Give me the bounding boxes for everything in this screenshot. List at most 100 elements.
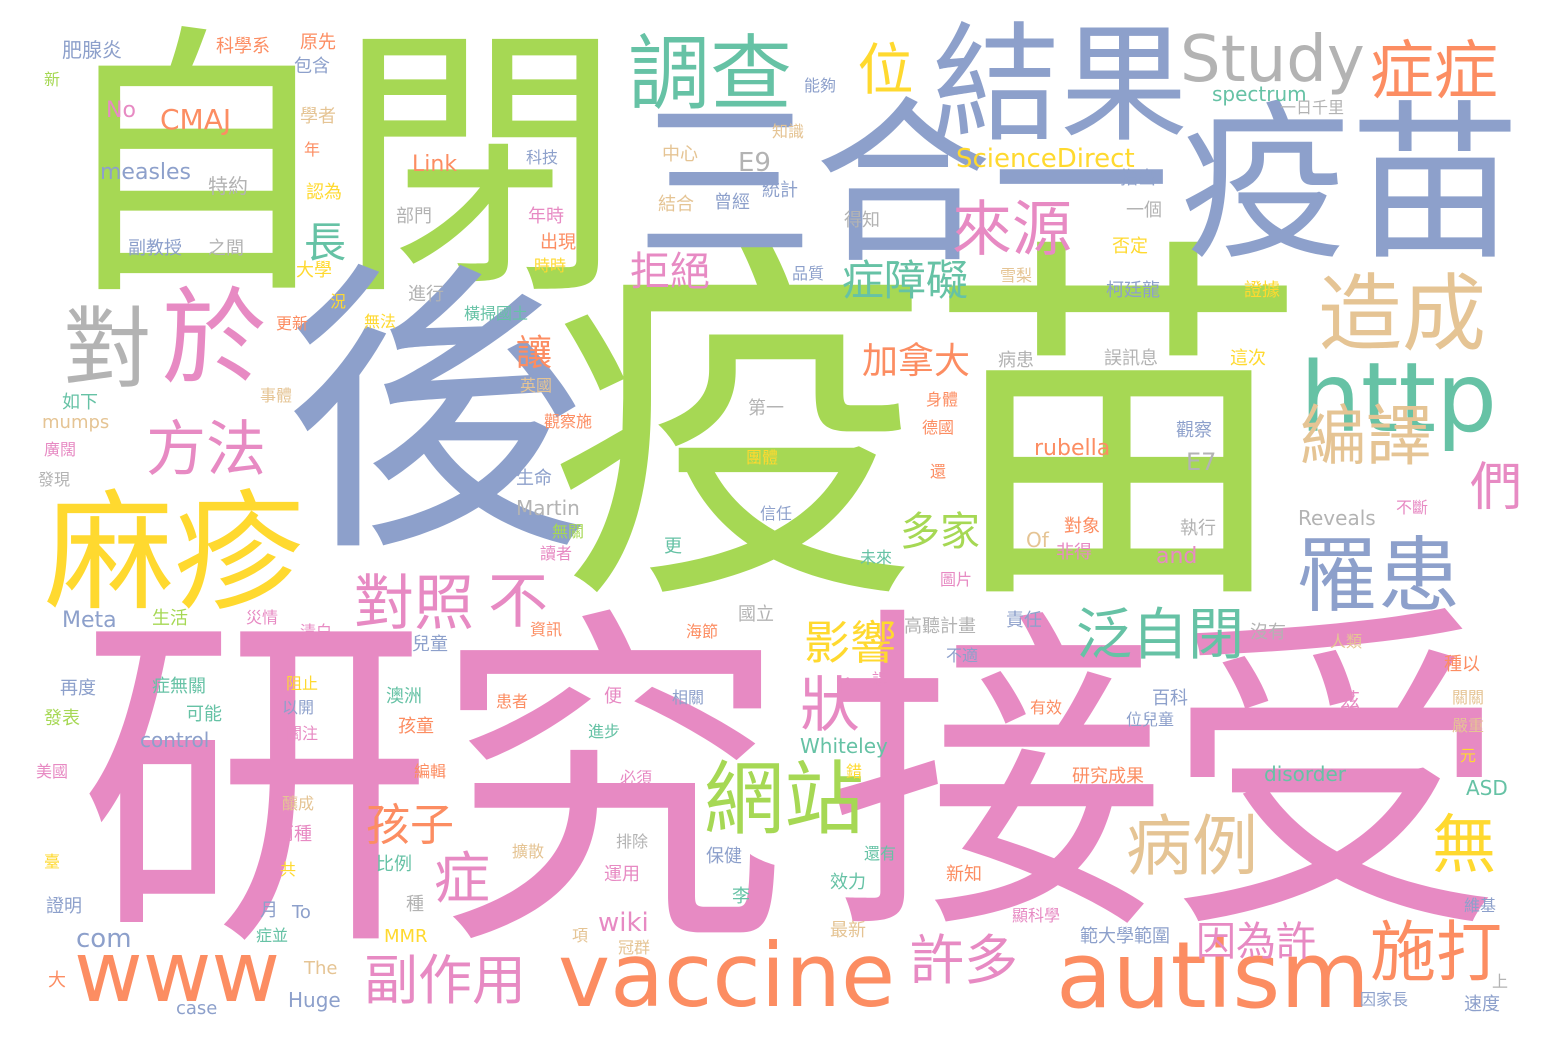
word-receive: 接受: [826, 580, 1506, 976]
word-e9: E9: [738, 148, 771, 178]
word-small-88: 關關: [1452, 688, 1485, 707]
word-small-36: 更新: [276, 314, 309, 333]
word-small-64: 生活: [152, 608, 188, 629]
word-small-91: 孩童: [398, 716, 434, 737]
word-small-60: 更: [664, 536, 682, 557]
word-symptom: 症: [434, 847, 490, 912]
word-shape: 狀: [800, 671, 860, 741]
word-small-1: 肥腺炎: [62, 38, 122, 62]
word-rubella: rubella: [1034, 436, 1111, 461]
word-small-110: 比例: [376, 854, 412, 875]
word-small-103: 釀成: [282, 794, 315, 813]
word-small-113: 新知: [946, 864, 982, 885]
word-vaccine-zh-blue: 疫苗: [1180, 86, 1521, 284]
word-side-effect: 副作用: [364, 949, 526, 1012]
word-inject: 施打: [1370, 914, 1502, 991]
word-com: com: [76, 924, 132, 954]
word-small-86: 百科: [1152, 688, 1188, 709]
word-small-121: 顯科學: [1012, 906, 1061, 925]
word-small-44: 第一: [748, 398, 784, 419]
word-small-117: 李: [732, 886, 750, 907]
word-small-9: 年: [304, 140, 321, 159]
word-small-17: 曾經: [714, 192, 750, 213]
word-small-108: 保健: [706, 846, 742, 867]
word-small-68: 海節: [686, 622, 719, 641]
word-small-34: 進行: [408, 284, 444, 305]
word-small-41: 英國: [520, 376, 553, 395]
word-small-95: 關注: [286, 724, 319, 743]
word-small-106: 還有: [864, 844, 897, 863]
word-small-23: 部門: [396, 206, 432, 227]
word-cases: 病例: [1126, 808, 1258, 885]
word-survey: 調查: [628, 27, 793, 122]
word-cause: 造成: [1318, 265, 1487, 363]
word-small-6: 一日千里: [1280, 98, 1345, 117]
word-small-19: 指出: [1120, 168, 1156, 189]
word-http: http: [1300, 342, 1498, 454]
word-whiteley: Whiteley: [800, 734, 888, 758]
word-small-46: 德國: [922, 418, 955, 437]
word-method: 方法: [146, 415, 266, 485]
word-small-30: 雪梨: [1000, 266, 1033, 285]
word-case: case: [176, 998, 218, 1019]
word-study: Study: [1180, 23, 1365, 97]
word-measles-en: measles: [100, 160, 192, 185]
word-small-43: 如下: [62, 392, 98, 413]
word-autism-en: autism: [1056, 922, 1370, 1029]
word-small-72: 兒童: [412, 634, 448, 655]
word-small-37: 無法: [364, 312, 397, 331]
word-small-10: 知識: [772, 122, 805, 141]
word-plural: 們: [1470, 458, 1523, 518]
word-small-48: 觀察: [1176, 420, 1212, 441]
word-small-109: 臺: [44, 852, 61, 871]
word-after: 後: [284, 237, 589, 592]
word-small-33: 況: [330, 292, 347, 311]
word-small-122: 症並: [256, 926, 289, 945]
word-source: 來源: [952, 195, 1072, 265]
word-small-90: 可能: [186, 704, 222, 725]
word-small-52: 發現: [38, 470, 71, 489]
word-meta: Meta: [62, 608, 117, 633]
word-small-57: 對象: [1064, 516, 1100, 537]
word-let: 讓: [516, 333, 553, 374]
word-small-59: 讀者: [540, 544, 573, 563]
word-small-85: 誤: [872, 670, 889, 689]
word-small-120: 最新: [830, 920, 866, 941]
word-small-11: 中心: [662, 144, 698, 165]
word-canada: 加拿大: [862, 341, 971, 382]
word-small-54: 信任: [760, 504, 793, 523]
word-www: www: [74, 923, 281, 1021]
word-small-66: 清白: [300, 622, 333, 641]
word-cmaj: CMAJ: [160, 103, 232, 136]
word-none: 無: [1432, 809, 1496, 883]
word-small-114: 效力: [830, 872, 866, 893]
word-the: The: [304, 958, 338, 979]
word-autism-zh: 自閉: [52, 2, 622, 334]
word-wiki: wiki: [598, 908, 649, 938]
word-small-101: 錯: [846, 762, 863, 781]
word-mmr-zh: 三合一: [636, 81, 1170, 288]
word-small-55: 不斷: [1396, 498, 1429, 517]
word-control: 對照: [354, 569, 474, 639]
word-small-40: 這次: [1230, 348, 1266, 369]
word-small-92: 有效: [1030, 698, 1063, 717]
word-huge: Huge: [288, 988, 341, 1012]
word-no: No: [106, 98, 136, 123]
word-small-7: 新: [44, 70, 61, 89]
word-small-50: 團體: [746, 448, 779, 467]
word-small-58: 執行: [1180, 518, 1216, 539]
word-small-81: 澳洲: [386, 686, 422, 707]
word-small-96: 進步: [588, 722, 621, 741]
word-small-29: 品質: [792, 264, 825, 283]
word-small-26: 副教授: [128, 238, 182, 259]
word-influence: 影響: [804, 616, 896, 670]
word-of: Of: [1026, 528, 1049, 552]
word-and: and: [1156, 544, 1198, 569]
word-disorder-zh: 症障礙: [842, 256, 969, 305]
word-vaccine-zh-large: 疫苗: [548, 208, 1308, 651]
word-small-71: 沒有: [1250, 622, 1286, 643]
word-small-5: 能夠: [804, 76, 837, 95]
word-research: 研究: [78, 580, 788, 994]
word-suffer: 罹患: [1296, 529, 1461, 624]
